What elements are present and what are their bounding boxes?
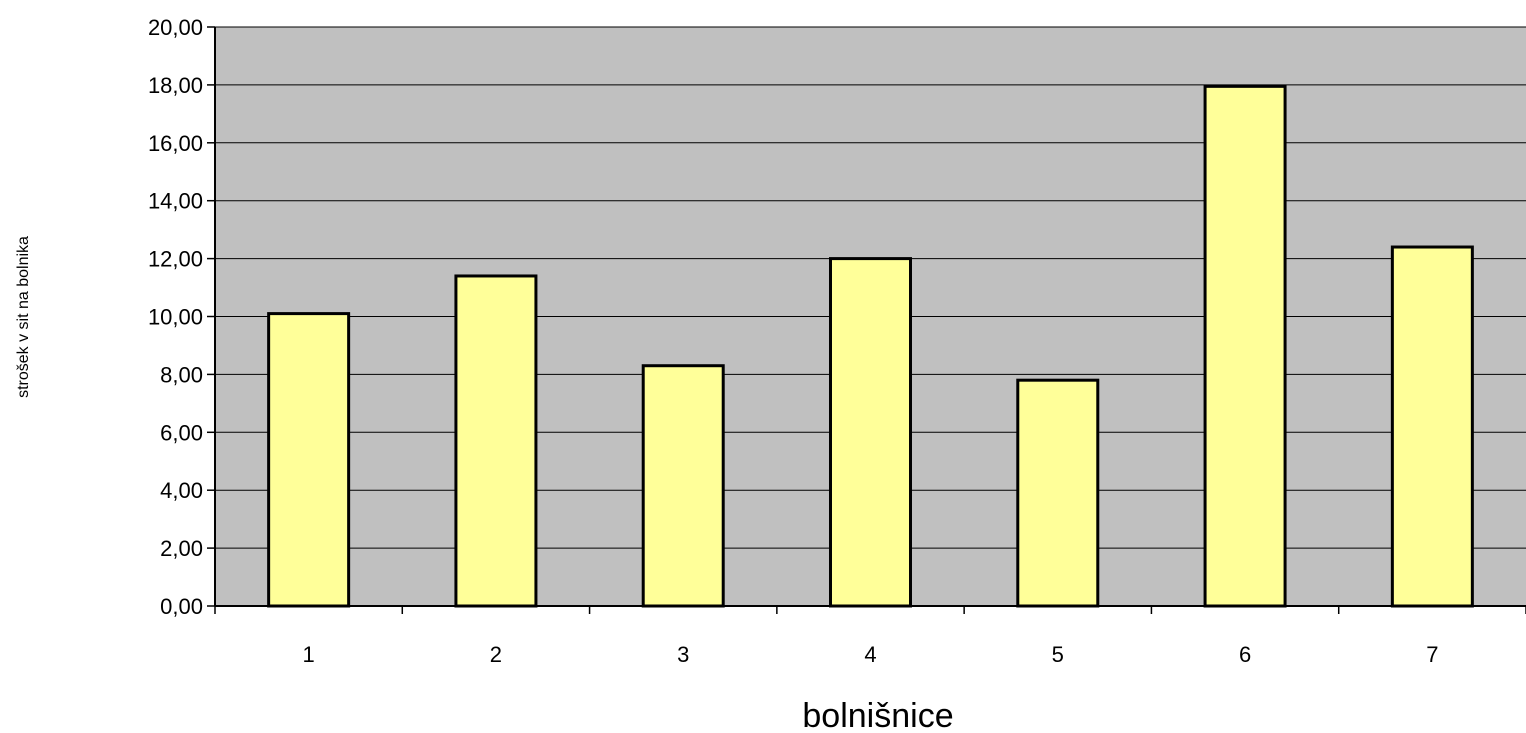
bar-7	[1390, 245, 1474, 608]
bar-1	[267, 312, 351, 608]
y-tick-label-0: 0,00	[160, 594, 203, 619]
y-tick-label-4: 8,00	[160, 362, 203, 387]
bar-3	[641, 364, 725, 608]
x-tick-label-4: 4	[864, 642, 876, 667]
x-tick-label-2: 2	[490, 642, 502, 667]
y-tick-label-1: 2,00	[160, 536, 203, 561]
y-tick-label-6: 12,00	[148, 247, 203, 272]
bar-5	[1016, 378, 1100, 608]
x-axis-title: bolnišnice	[802, 697, 953, 733]
y-tick-labels: 0,00 2,00 4,00 6,00 8,00 10,00 12,00 14,00 16,00…	[148, 15, 203, 619]
x-tick-label-3: 3	[677, 642, 689, 667]
bar-4	[829, 257, 912, 608]
y-tick-label-8: 16,00	[148, 131, 203, 156]
bar-2	[454, 274, 538, 608]
y-tick-label-9: 18,00	[148, 73, 203, 98]
y-tick-label-5: 10,00	[148, 305, 203, 330]
y-tick-label-10: 20,00	[148, 15, 203, 40]
x-tick-label-1: 1	[303, 642, 315, 667]
x-tick-label-6: 6	[1239, 642, 1251, 667]
y-tick-label-2: 4,00	[160, 478, 203, 503]
axes	[207, 26, 1526, 614]
x-tick-label-7: 7	[1426, 642, 1438, 667]
y-axis-title: strošek v sit na bolnika	[15, 236, 32, 398]
bar-6	[1203, 84, 1287, 608]
x-tick-labels: 1 2 3 4 5 6 7	[303, 642, 1439, 667]
y-tick-label-7: 14,00	[148, 189, 203, 214]
x-tick-label-5: 5	[1052, 642, 1064, 667]
y-tick-label-3: 6,00	[160, 420, 203, 445]
